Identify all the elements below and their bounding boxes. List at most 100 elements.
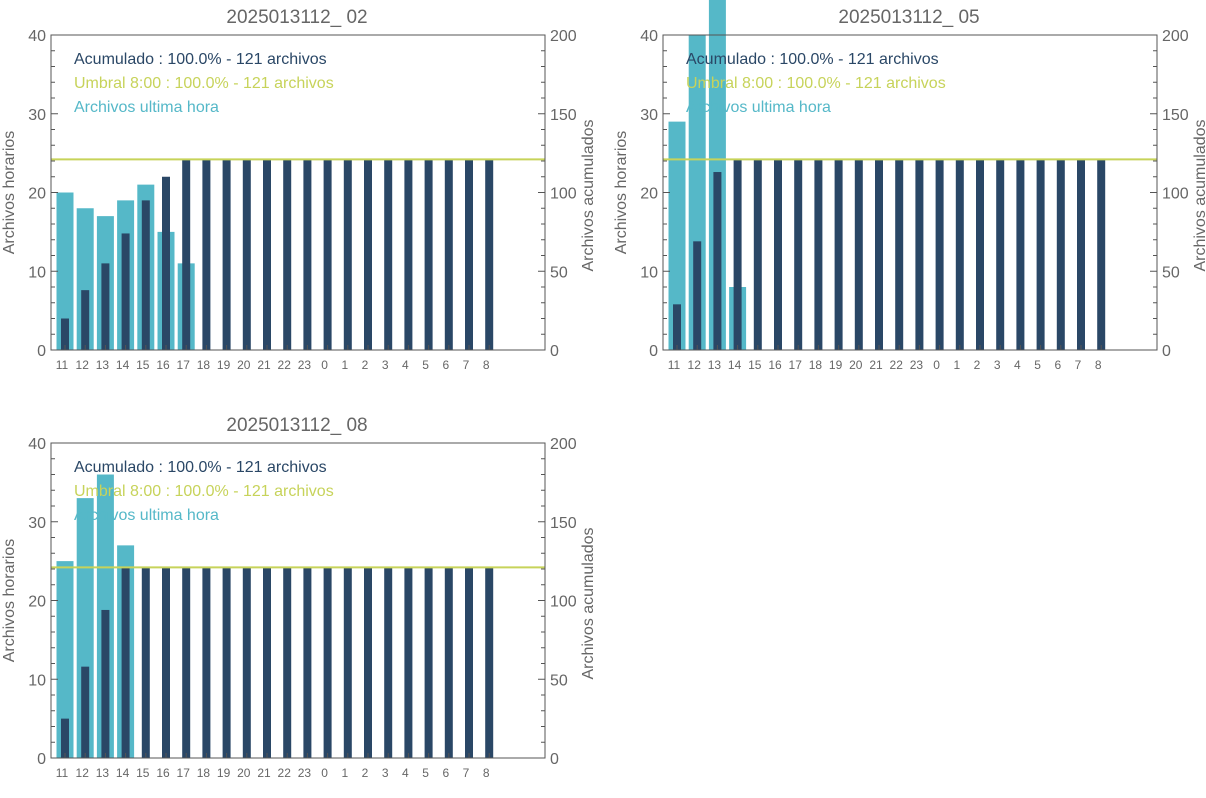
cumulative-bar xyxy=(162,176,170,350)
cumulative-bar xyxy=(794,159,803,350)
x-tick-label: 15 xyxy=(136,766,150,780)
right-axis-title: Archivos acumulados xyxy=(580,119,597,271)
x-tick-label: 19 xyxy=(217,358,231,372)
cumulative-bar xyxy=(121,567,130,758)
hourly-bar xyxy=(668,121,686,350)
x-tick-label: 6 xyxy=(442,358,449,372)
cumulative-bar xyxy=(81,290,90,350)
x-tick-label: 2 xyxy=(974,358,981,372)
x-tick-label: 16 xyxy=(768,358,782,372)
cumulative-bar xyxy=(101,609,110,758)
cumulative-bar xyxy=(323,159,332,350)
x-tick-label: 23 xyxy=(298,766,312,780)
cumulative-bar xyxy=(976,159,984,350)
cumulative-bar xyxy=(915,159,924,350)
left-tick-label: 40 xyxy=(640,28,658,45)
left-tick-label: 20 xyxy=(640,186,658,203)
cumulative-bar xyxy=(303,159,312,350)
x-tick-label: 1 xyxy=(341,766,348,780)
x-tick-label: 5 xyxy=(422,766,429,780)
cumulative-bar xyxy=(61,318,69,350)
left-axis-title: Archivos horarios xyxy=(1,539,18,663)
cumulative-bar xyxy=(713,172,722,350)
x-tick-label: 14 xyxy=(116,358,130,372)
x-tick-label: 13 xyxy=(96,358,110,372)
left-tick-label: 30 xyxy=(28,515,46,532)
x-tick-label: 22 xyxy=(278,766,292,780)
legend-threshold: Umbral 8:00 : 100.0% - 121 archivos xyxy=(74,483,334,500)
x-tick-label: 2 xyxy=(362,358,369,372)
x-tick-label: 14 xyxy=(116,766,130,780)
cumulative-bar xyxy=(283,567,292,758)
chart-title: 2025013112_ 05 xyxy=(838,7,979,28)
x-tick-label: 15 xyxy=(136,358,150,372)
cumulative-bar xyxy=(384,567,393,758)
x-tick-label: 16 xyxy=(156,766,170,780)
x-tick-label: 12 xyxy=(688,358,702,372)
cumulative-bar xyxy=(364,159,372,350)
x-tick-label: 5 xyxy=(422,358,429,372)
left-axis-title: Archivos horarios xyxy=(1,131,18,255)
cumulative-bar xyxy=(242,159,251,350)
x-tick-label: 4 xyxy=(1014,358,1021,372)
cumulative-bar xyxy=(263,159,271,350)
x-tick-label: 12 xyxy=(76,358,90,372)
cumulative-bar xyxy=(182,159,191,350)
right-tick-label: 150 xyxy=(550,107,577,124)
cumulative-bar xyxy=(1097,159,1106,350)
right-axis-title: Archivos acumulados xyxy=(1192,119,1206,271)
cumulative-bar xyxy=(935,159,944,350)
cumulative-bar xyxy=(263,567,271,758)
cumulative-bar xyxy=(955,159,964,350)
x-tick-label: 15 xyxy=(748,358,762,372)
cumulative-bar xyxy=(673,304,681,350)
cumulative-bar xyxy=(323,567,332,758)
x-tick-label: 21 xyxy=(257,358,271,372)
x-tick-label: 13 xyxy=(708,358,722,372)
x-tick-label: 4 xyxy=(402,766,409,780)
cumulative-bar xyxy=(202,567,211,758)
x-tick-label: 16 xyxy=(156,358,170,372)
x-tick-label: 8 xyxy=(483,358,490,372)
chart-title: 2025013112_ 08 xyxy=(226,415,367,436)
x-tick-label: 3 xyxy=(382,766,389,780)
hourly-bar xyxy=(76,498,94,758)
right-tick-label: 200 xyxy=(550,436,577,453)
right-tick-label: 100 xyxy=(550,594,577,611)
cumulative-bar xyxy=(753,159,762,350)
hourly-bar xyxy=(688,35,706,350)
cumulative-bar xyxy=(182,567,191,758)
cumulative-bar xyxy=(733,159,742,350)
hourly-bar xyxy=(56,192,74,350)
left-axis-title: Archivos horarios xyxy=(613,131,630,255)
x-tick-label: 20 xyxy=(849,358,863,372)
x-tick-label: 7 xyxy=(463,358,470,372)
right-tick-label: 0 xyxy=(1162,343,1171,360)
x-tick-label: 4 xyxy=(402,358,409,372)
legend-threshold: Umbral 8:00 : 100.0% - 121 archivos xyxy=(686,75,946,92)
cumulative-bar xyxy=(465,159,473,350)
cumulative-bar xyxy=(101,263,110,350)
cumulative-bar xyxy=(384,159,393,350)
x-tick-label: 5 xyxy=(1034,358,1041,372)
cumulative-bar xyxy=(283,159,292,350)
x-tick-label: 11 xyxy=(56,358,69,372)
cumulative-bar xyxy=(242,567,251,758)
cumulative-bar xyxy=(444,159,453,350)
right-tick-label: 150 xyxy=(1162,107,1189,124)
x-tick-label: 18 xyxy=(197,766,211,780)
cumulative-bar xyxy=(996,159,1005,350)
cumulative-bar xyxy=(424,159,433,350)
right-tick-label: 200 xyxy=(1162,28,1189,45)
x-tick-label: 8 xyxy=(483,766,490,780)
cumulative-bar xyxy=(1036,159,1045,350)
legend-cumulative: Acumulado : 100.0% - 121 archivos xyxy=(74,51,327,68)
legend-cumulative: Acumulado : 100.0% - 121 archivos xyxy=(686,51,939,68)
cumulative-bar xyxy=(202,159,211,350)
legend-hourly: Archivos ultima hora xyxy=(74,99,219,116)
cumulative-bar xyxy=(162,567,170,758)
right-tick-label: 50 xyxy=(1162,264,1180,281)
right-tick-label: 50 xyxy=(550,264,568,281)
